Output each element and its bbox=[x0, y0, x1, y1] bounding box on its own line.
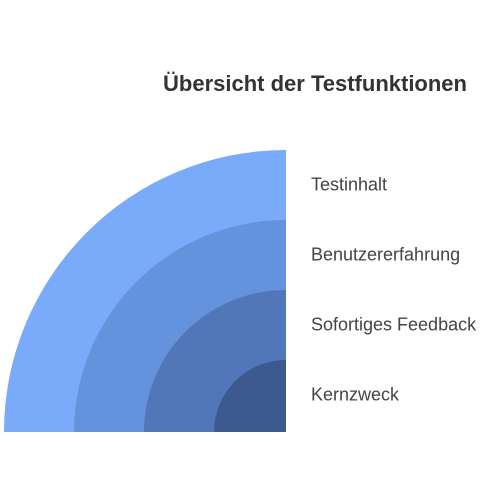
layer-label-benutzererfahrung: Benutzererfahrung bbox=[311, 244, 461, 265]
layer-arc-kernzweck bbox=[214, 360, 286, 432]
diagram-title: Übersicht der Testfunktionen bbox=[163, 71, 467, 96]
layer-label-testinhalt: Testinhalt bbox=[311, 174, 388, 195]
layer-label-sofortiges-feedback: Sofortiges Feedback bbox=[311, 314, 477, 335]
layer-label-kernzweck: Kernzweck bbox=[311, 384, 400, 405]
